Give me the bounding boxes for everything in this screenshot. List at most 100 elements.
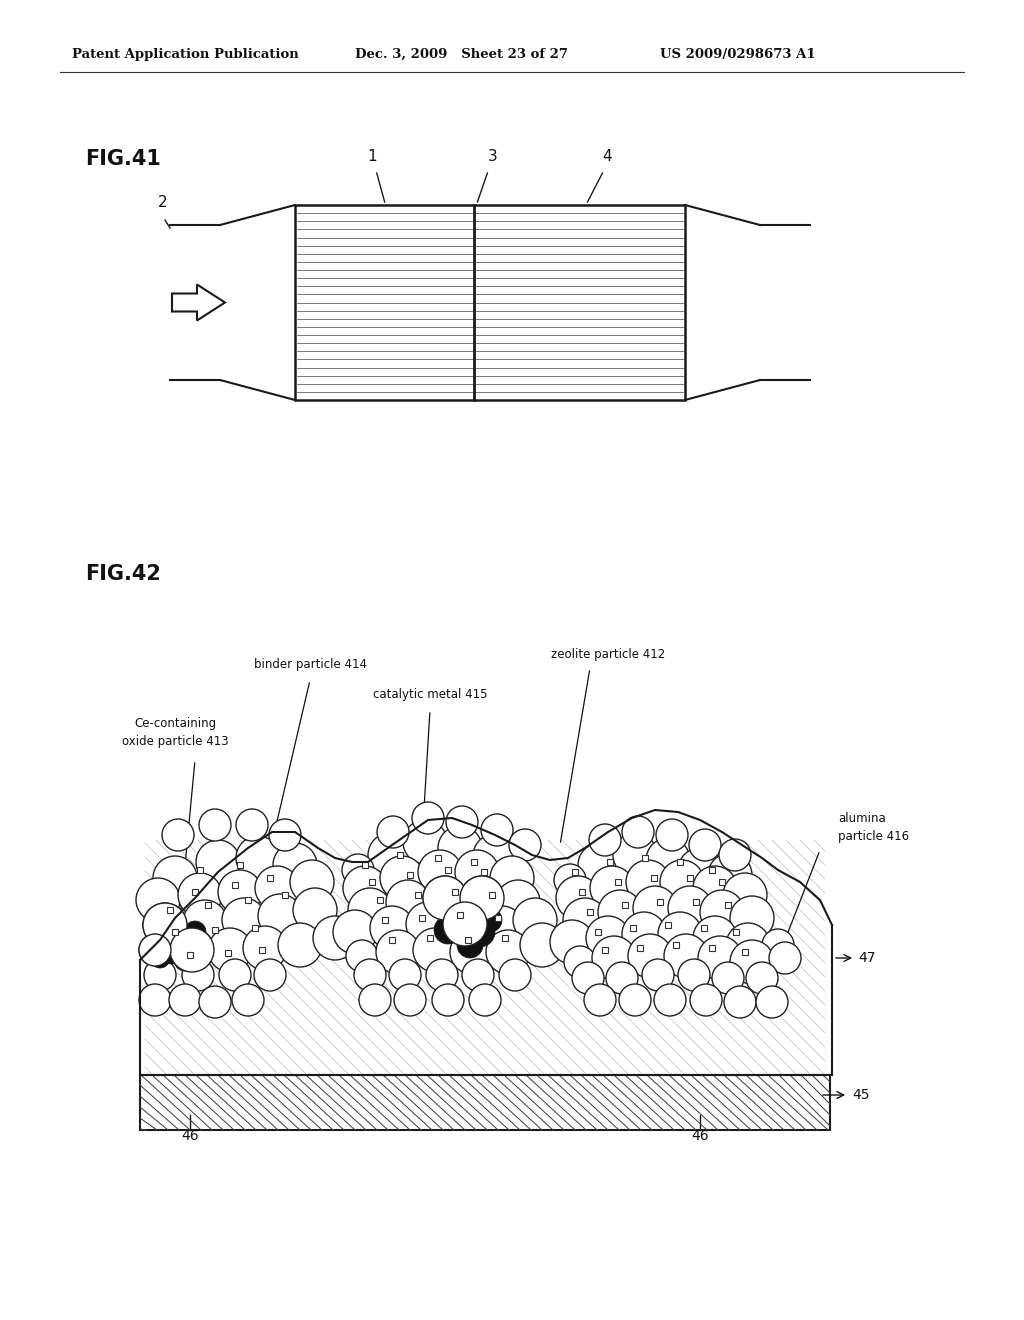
Circle shape xyxy=(160,940,184,964)
Circle shape xyxy=(584,983,616,1016)
Circle shape xyxy=(236,809,268,841)
Bar xyxy=(427,935,433,941)
Text: 1: 1 xyxy=(367,149,377,164)
Circle shape xyxy=(170,928,214,972)
Circle shape xyxy=(698,936,742,979)
Bar xyxy=(295,205,685,400)
Polygon shape xyxy=(172,285,225,321)
Circle shape xyxy=(178,873,222,917)
Circle shape xyxy=(394,983,426,1016)
Circle shape xyxy=(509,829,541,861)
Circle shape xyxy=(592,936,636,979)
Bar xyxy=(630,925,636,931)
Text: 3: 3 xyxy=(487,149,498,164)
Circle shape xyxy=(376,931,420,974)
Circle shape xyxy=(150,948,170,968)
Circle shape xyxy=(333,909,377,954)
Text: Ce-containing
oxide particle 413: Ce-containing oxide particle 413 xyxy=(122,717,228,748)
Bar xyxy=(642,855,648,861)
Circle shape xyxy=(564,946,596,978)
Circle shape xyxy=(144,960,176,991)
Circle shape xyxy=(726,923,770,968)
Bar xyxy=(267,875,273,880)
Circle shape xyxy=(678,847,722,892)
Circle shape xyxy=(175,932,201,958)
Bar xyxy=(389,937,395,942)
Circle shape xyxy=(719,840,751,871)
Circle shape xyxy=(278,923,322,968)
Circle shape xyxy=(656,818,688,851)
Circle shape xyxy=(348,888,392,932)
Bar xyxy=(615,879,621,884)
Circle shape xyxy=(169,983,201,1016)
Circle shape xyxy=(473,834,517,878)
Circle shape xyxy=(426,960,458,991)
Bar xyxy=(252,925,258,931)
Circle shape xyxy=(613,833,657,876)
Circle shape xyxy=(174,949,196,972)
Circle shape xyxy=(236,836,280,880)
Circle shape xyxy=(139,983,171,1016)
Circle shape xyxy=(342,854,374,886)
Circle shape xyxy=(457,932,483,958)
Circle shape xyxy=(450,931,494,974)
Circle shape xyxy=(708,853,752,898)
Circle shape xyxy=(196,840,240,884)
Circle shape xyxy=(432,983,464,1016)
Text: 4: 4 xyxy=(603,149,612,164)
Circle shape xyxy=(443,894,467,917)
Circle shape xyxy=(136,878,180,921)
Circle shape xyxy=(446,902,478,935)
Circle shape xyxy=(153,855,197,900)
Circle shape xyxy=(143,903,187,946)
Circle shape xyxy=(469,983,501,1016)
Circle shape xyxy=(269,818,301,851)
Circle shape xyxy=(208,928,252,972)
Circle shape xyxy=(423,876,467,920)
Circle shape xyxy=(465,917,495,946)
Circle shape xyxy=(199,809,231,841)
Bar xyxy=(172,929,178,935)
Circle shape xyxy=(668,886,712,931)
Bar xyxy=(407,873,413,878)
Circle shape xyxy=(513,898,557,942)
Circle shape xyxy=(313,916,357,960)
Bar xyxy=(719,879,725,884)
Bar xyxy=(187,952,193,958)
Circle shape xyxy=(434,916,462,944)
Circle shape xyxy=(386,880,430,924)
Bar xyxy=(709,945,715,950)
Bar xyxy=(587,909,593,915)
Circle shape xyxy=(496,880,540,924)
Text: 2: 2 xyxy=(158,195,168,210)
Circle shape xyxy=(746,962,778,994)
Circle shape xyxy=(633,886,677,931)
Circle shape xyxy=(443,902,487,946)
Circle shape xyxy=(413,928,457,972)
Circle shape xyxy=(693,916,737,960)
Bar xyxy=(607,859,613,865)
Circle shape xyxy=(730,940,774,983)
Circle shape xyxy=(598,890,642,935)
Bar xyxy=(495,915,501,921)
Circle shape xyxy=(255,866,299,909)
Circle shape xyxy=(380,855,424,900)
Bar xyxy=(377,898,383,903)
Circle shape xyxy=(724,986,756,1018)
Bar xyxy=(687,875,693,880)
Circle shape xyxy=(723,873,767,917)
Bar xyxy=(435,855,441,861)
Bar xyxy=(673,942,679,948)
Bar xyxy=(140,1074,830,1130)
Circle shape xyxy=(693,866,737,909)
Bar xyxy=(397,851,403,858)
Circle shape xyxy=(290,861,334,904)
Text: FIG.42: FIG.42 xyxy=(85,564,161,583)
Circle shape xyxy=(481,814,513,846)
Text: catalytic metal 415: catalytic metal 415 xyxy=(373,688,487,701)
Bar xyxy=(382,917,388,923)
Circle shape xyxy=(418,850,462,894)
Circle shape xyxy=(658,912,702,956)
Bar xyxy=(622,902,628,908)
Text: 46: 46 xyxy=(691,1129,709,1143)
